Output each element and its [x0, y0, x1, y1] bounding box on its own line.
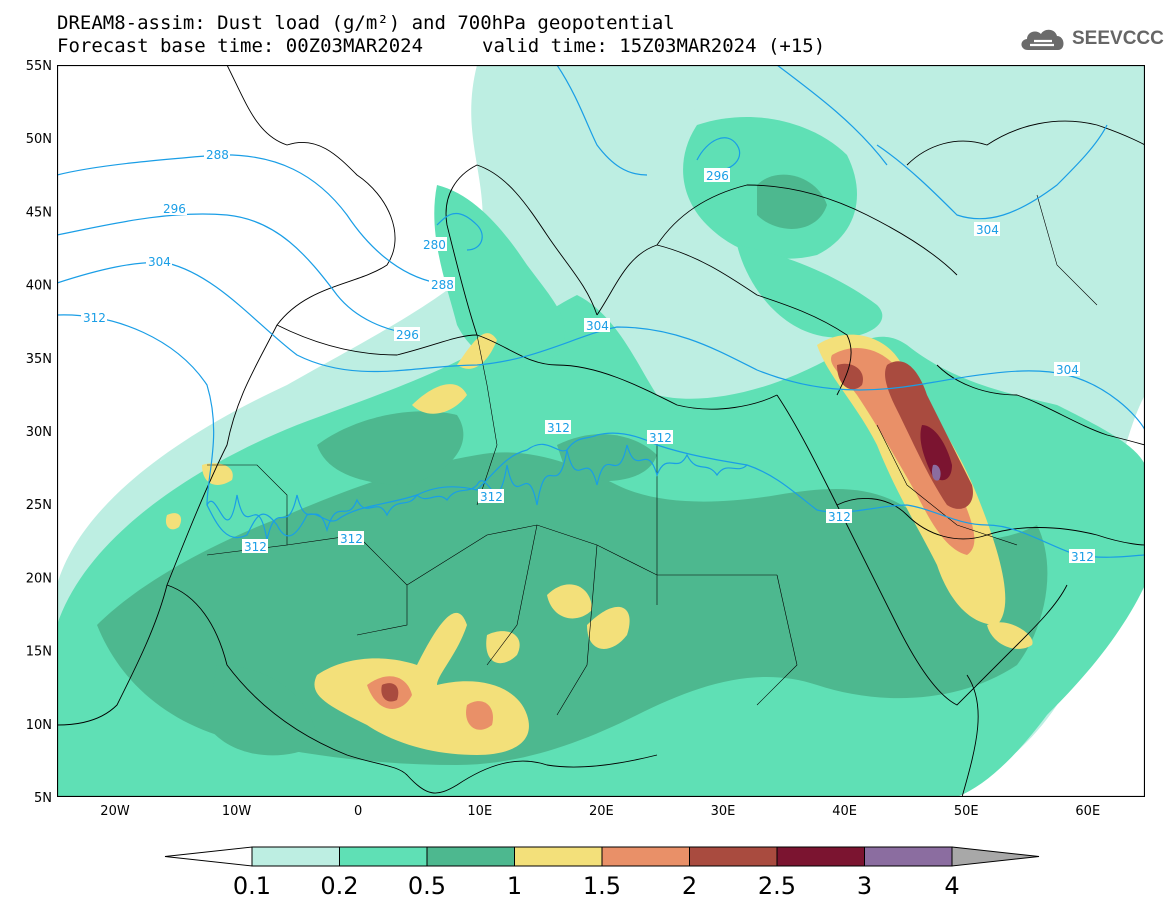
lat-tick-label: 45N: [26, 205, 52, 220]
map-title: DREAM8-assim: Dust load (g/m²) and 700hP…: [57, 12, 675, 34]
seevccc-logo: SEEVCCC: [1018, 26, 1164, 52]
contour-304-north: [776, 65, 888, 166]
contour-label-312-h: 312: [1071, 550, 1094, 564]
colorbar-segment: [864, 846, 953, 867]
colorbar-high-triangle: [951, 846, 1040, 867]
lon-axis: 20W 10W 0 10E 20E 30E 40E 50E 60E: [100, 804, 1100, 819]
contour-labels: 288 296 304 312 280 288 296 304 296 304 …: [81, 147, 1095, 564]
colorbar-label: 0.5: [408, 872, 446, 900]
contour-288-east: [556, 65, 648, 176]
contour-label-304-b: 304: [586, 319, 609, 333]
lon-tick-label: 50E: [954, 804, 979, 819]
lat-tick-label: 55N: [26, 59, 52, 74]
colorbar-segment: [426, 846, 515, 867]
lat-tick-label: 25N: [26, 498, 52, 513]
country-borders: [206, 194, 1098, 716]
lat-tick-label: 20N: [26, 571, 52, 586]
lat-tick-label: 40N: [26, 279, 52, 294]
lon-tick-label: 20W: [100, 804, 130, 819]
lon-tick-label: 0: [354, 804, 362, 819]
lon-tick-label: 60E: [1075, 804, 1100, 819]
contour-label-296-b: 296: [396, 328, 419, 342]
colorbar-segment: [514, 846, 603, 867]
colorbar-segment: [251, 846, 340, 867]
lat-tick-label: 35N: [26, 352, 52, 367]
contour-label-312-f: 312: [244, 540, 267, 554]
contour-312-wiggle: [206, 444, 748, 541]
contour-label-312-g: 312: [828, 510, 851, 524]
colorbar-segment: [776, 846, 865, 867]
lat-tick-label: 30N: [26, 425, 52, 440]
lon-tick-label: 40E: [832, 804, 857, 819]
lon-tick-label: 10E: [467, 804, 492, 819]
colorbar-low-triangle: [164, 846, 253, 867]
contour-label-280: 280: [423, 238, 446, 252]
map-panel: 288 296 304 312 280 288 296 304 296 304 …: [57, 65, 1145, 797]
cloud-icon: [1021, 29, 1064, 50]
lon-tick-label: 30E: [711, 804, 736, 819]
colorbar-label: 3: [857, 872, 872, 900]
contour-304-east: [876, 124, 1108, 220]
lat-tick-label: 15N: [26, 645, 52, 660]
contour-label-288-b: 288: [431, 278, 454, 292]
lat-axis: 55N 50N 45N 40N 35N 30N 25N 20N 15N 10N 5N: [26, 59, 52, 805]
contour-label-288: 288: [206, 148, 229, 162]
contour-label-312-c: 312: [649, 431, 672, 445]
contour-label-312-d: 312: [480, 490, 503, 504]
lat-tick-label: 5N: [34, 791, 52, 805]
contour-label-304: 304: [148, 255, 171, 269]
contour-label-296: 296: [163, 202, 186, 216]
lon-tick-label: 20E: [589, 804, 614, 819]
colorbar-label: 0.2: [320, 872, 358, 900]
colorbar-label: 2.5: [758, 872, 796, 900]
contour-label-312-e: 312: [340, 532, 363, 546]
colorbar-label: 4: [944, 872, 959, 900]
geopotential-contours: [57, 65, 1145, 558]
valid-time: valid time: 15Z03MAR2024 (+15): [482, 35, 826, 57]
colorbar-label: 1.5: [583, 872, 621, 900]
colorbar-segment: [689, 846, 778, 867]
contour-label-312-b: 312: [547, 421, 570, 435]
lon-tick-label: 10W: [222, 804, 252, 819]
contour-288-west: [57, 154, 438, 284]
lat-tick-label: 10N: [26, 718, 52, 733]
logo-text: SEEVCCC: [1072, 28, 1164, 49]
contour-296-west: [57, 213, 408, 334]
contour-312-west: [57, 314, 1145, 558]
contour-label-296-c: 296: [706, 169, 729, 183]
contour-280: [436, 212, 483, 251]
map-frame: [57, 65, 1145, 797]
colorbar-segment: [601, 846, 690, 867]
colorbar-label: 0.1: [233, 872, 271, 900]
contour-304-west: [57, 261, 1145, 431]
colorbar-segment: [339, 846, 428, 867]
forecast-base-time: Forecast base time: 00Z03MAR2024: [57, 35, 424, 57]
contour-label-304-d: 304: [1056, 363, 1079, 377]
coastlines: [57, 65, 1145, 797]
colorbar: 0.1 0.2 0.5 1 1.5 2 2.5 3 4: [164, 846, 1040, 900]
lat-tick-label: 50N: [26, 132, 52, 147]
colorbar-label: 2: [682, 872, 697, 900]
contour-label-304-c: 304: [976, 223, 999, 237]
colorbar-label: 1: [507, 872, 522, 900]
contour-label-312: 312: [83, 311, 106, 325]
dust-load-field: [57, 65, 1145, 797]
